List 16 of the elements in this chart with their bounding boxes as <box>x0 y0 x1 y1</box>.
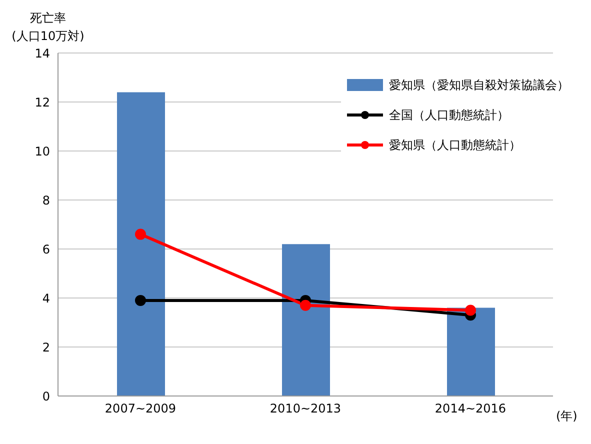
x-tick-label: 2007~2009 <box>104 402 176 416</box>
y-axis-title: 死亡率 (人口10万対) <box>12 11 84 43</box>
y-tick-label: 10 <box>34 144 50 158</box>
y-tick-label: 0 <box>42 389 50 404</box>
x-axis-title: (年) <box>556 408 578 425</box>
legend-label: 全国（人口動態統計） <box>389 107 509 124</box>
y-tick-label: 2 <box>42 340 50 354</box>
y-tick-label: 4 <box>42 291 50 306</box>
y-tick-label: 6 <box>42 242 50 256</box>
y-tick-label: 14 <box>34 46 50 60</box>
legend-label: 愛知県（人口動態統計） <box>389 137 521 154</box>
x-tick-label: 2014~2016 <box>434 402 506 416</box>
x-tick-label: 2010~2013 <box>270 402 342 416</box>
legend-label: 愛知県（愛知県自殺対策協議会） <box>389 77 569 94</box>
y-tick-label: 12 <box>34 95 50 110</box>
y-tick-label: 8 <box>42 193 50 208</box>
